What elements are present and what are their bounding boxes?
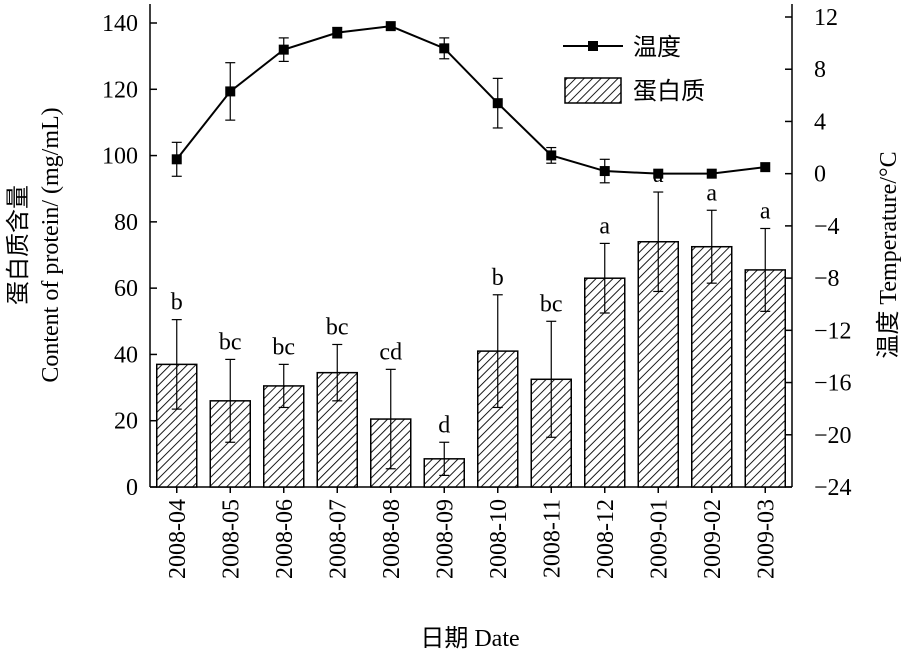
- temperature-marker: [385, 21, 396, 32]
- temperature-marker: [760, 162, 771, 173]
- left-y-tick-label: 40: [114, 342, 138, 368]
- significance-label: a: [599, 213, 610, 239]
- left-y-tick-label: 140: [102, 11, 138, 37]
- temperature-series: [171, 21, 771, 184]
- x-tick-label: 2008-07: [325, 499, 351, 579]
- right-y-tick-label: −8: [814, 266, 840, 292]
- temperature-marker: [599, 166, 610, 177]
- x-tick-label: 2009-02: [700, 499, 726, 579]
- right-y-tick-label: −24: [814, 475, 852, 501]
- x-tick-label: 2008-11: [539, 499, 565, 578]
- x-tick-label: 2009-01: [646, 499, 672, 579]
- left-y-tick-label: 100: [102, 144, 138, 170]
- right-axis-title: 温度 Temperature/°C: [875, 151, 902, 358]
- legend-temperature-marker: [588, 41, 598, 51]
- legend-protein-swatch: [564, 77, 622, 104]
- x-tick-label: 2008-04: [165, 499, 191, 579]
- left-y-tick-label: 20: [114, 409, 138, 435]
- right-y-tick-label: 4: [814, 109, 826, 135]
- left-y-axis-ticks: 0 20 40 60 80 100 120 140: [102, 11, 157, 501]
- protein-error-bars: [171, 191, 771, 476]
- right-y-tick-label: −12: [814, 318, 852, 344]
- temperature-marker: [653, 168, 664, 179]
- significance-label: a: [760, 198, 771, 224]
- x-tick-label-group: 2008-09: [432, 499, 458, 579]
- right-y-tick-label: 8: [814, 57, 826, 83]
- legend-protein-label: 蛋白质: [633, 78, 705, 105]
- significance-label: a: [706, 180, 717, 206]
- significance-label: b: [171, 290, 183, 316]
- left-axis-title-en: Content of protein/ (mg/mL): [38, 107, 64, 382]
- x-axis-ticks: 2008-04 2008-05 2008-06 2008-07 2008-08 2008-…: [165, 487, 779, 579]
- significance-label: d: [438, 412, 450, 438]
- significance-labels: bbcbcbccddbbcaaaa: [171, 162, 771, 438]
- protein-bars: [156, 240, 786, 488]
- temperature-line: [175, 25, 766, 175]
- legend: 温度 蛋白质: [563, 34, 705, 105]
- right-y-axis-ticks: −24 −20 −16 −12 −8 −4 0 4 8 12: [785, 5, 852, 501]
- right-y-tick-label: −4: [814, 214, 840, 240]
- left-y-tick-label: 60: [114, 276, 138, 302]
- x-tick-label: 2008-05: [218, 499, 244, 579]
- x-tick-label: 2008-09: [432, 499, 458, 579]
- left-y-tick-label: 120: [102, 77, 138, 103]
- temperature-marker: [171, 154, 182, 165]
- right-y-tick-label: 0: [814, 162, 826, 188]
- plot-area: [149, 4, 793, 488]
- temperature-marker: [546, 150, 557, 161]
- temperature-marker: [439, 43, 450, 54]
- x-tick-label-group: 2008-11: [539, 499, 565, 578]
- x-tick-label-group: 2008-04: [165, 499, 191, 579]
- right-y-tick-label: −20: [814, 423, 852, 449]
- x-tick-label-group: 2008-05: [218, 499, 244, 579]
- legend-temperature-label: 温度: [633, 34, 681, 61]
- x-tick-label-group: 2008-07: [325, 499, 351, 579]
- x-tick-label-group: 2009-01: [646, 499, 672, 579]
- temperature-marker: [706, 168, 717, 179]
- x-tick-label-group: 2008-08: [379, 499, 405, 579]
- right-axis-title-en: Temperature/°C: [876, 151, 902, 304]
- x-tick-label: 2008-12: [593, 499, 619, 579]
- temperature-marker: [492, 98, 503, 109]
- significance-label: bc: [219, 329, 242, 355]
- x-tick-label: 2008-08: [379, 499, 405, 579]
- temperature-marker: [225, 86, 236, 97]
- right-y-tick-label: 12: [814, 5, 838, 31]
- left-axis-title-cn: 蛋白质含量: [5, 185, 32, 305]
- x-tick-label-group: 2008-10: [486, 499, 512, 579]
- significance-label: cd: [379, 339, 402, 365]
- temperature-marker: [332, 27, 343, 38]
- x-tick-label: 2008-06: [272, 499, 298, 579]
- left-y-tick-label: 80: [114, 210, 138, 236]
- x-tick-label-group: 2008-06: [272, 499, 298, 579]
- x-tick-label-group: 2009-03: [753, 499, 779, 579]
- temperature-marker: [278, 44, 289, 55]
- x-tick-label: 2008-10: [486, 499, 512, 579]
- significance-label: bc: [326, 314, 349, 340]
- significance-label: bc: [272, 334, 295, 360]
- right-axis-title-cn: 温度: [875, 311, 902, 359]
- left-y-tick-label: 0: [126, 475, 138, 501]
- right-y-tick-label: −16: [814, 371, 852, 397]
- significance-label: b: [492, 265, 504, 291]
- significance-label: bc: [540, 291, 563, 317]
- x-tick-label-group: 2008-12: [593, 499, 619, 579]
- x-axis-title: 日期 Date: [420, 626, 519, 652]
- x-tick-label-group: 2009-02: [700, 499, 726, 579]
- x-tick-label: 2009-03: [753, 499, 779, 579]
